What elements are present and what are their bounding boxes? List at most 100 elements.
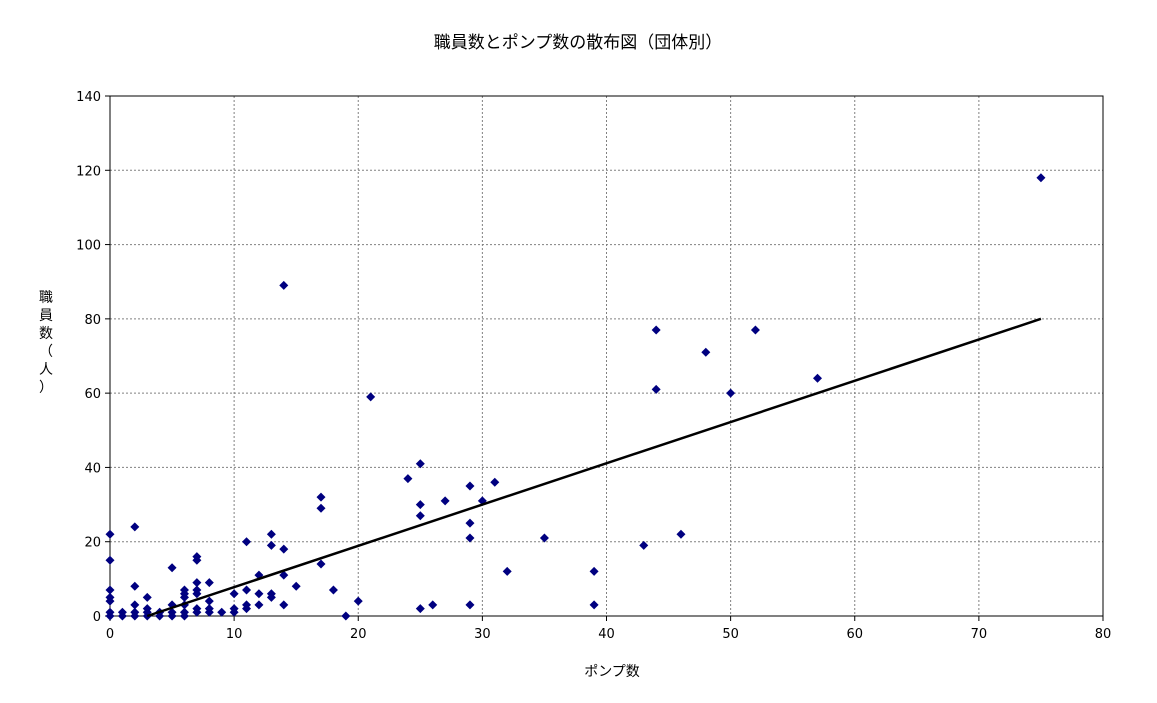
data-point xyxy=(316,503,326,513)
data-point xyxy=(279,600,289,610)
data-point xyxy=(204,578,214,588)
x-axis-ticks: 0 10 20 30 40 50 60 70 80 xyxy=(106,616,1111,642)
data-point xyxy=(105,607,115,617)
y-axis-label-char: （ xyxy=(39,344,53,360)
data-point xyxy=(415,511,425,521)
data-point xyxy=(242,537,252,547)
data-point xyxy=(415,604,425,614)
data-point xyxy=(701,347,711,357)
y-tick-label: 140 xyxy=(76,90,101,105)
x-tick-label: 80 xyxy=(1095,627,1112,642)
data-point xyxy=(117,607,127,617)
y-axis-label-char: ） xyxy=(39,380,53,396)
x-tick-label: 0 xyxy=(106,627,114,642)
data-point xyxy=(651,384,661,394)
data-point xyxy=(130,522,140,532)
data-point xyxy=(465,600,475,610)
data-point xyxy=(465,533,475,543)
y-axis-label-char: 人 xyxy=(39,362,53,378)
x-tick-label: 20 xyxy=(350,627,367,642)
trendline xyxy=(146,317,1042,618)
data-point xyxy=(502,566,512,576)
y-axis-label-char: 員 xyxy=(39,308,53,324)
data-point xyxy=(1036,173,1046,183)
gridlines xyxy=(110,96,1103,616)
data-point xyxy=(229,604,239,614)
data-point xyxy=(229,589,239,599)
data-point xyxy=(130,607,140,617)
data-point xyxy=(291,581,301,591)
data-point xyxy=(242,600,252,610)
data-point xyxy=(242,585,252,595)
data-point xyxy=(266,589,276,599)
data-point xyxy=(316,492,326,502)
data-point xyxy=(465,481,475,491)
data-point xyxy=(589,600,599,610)
data-point xyxy=(105,529,115,539)
y-tick-label: 60 xyxy=(84,387,101,402)
data-point xyxy=(254,589,264,599)
data-point xyxy=(440,496,450,506)
x-tick-label: 10 xyxy=(226,627,243,642)
data-point xyxy=(676,529,686,539)
y-tick-label: 40 xyxy=(84,461,101,476)
data-point xyxy=(204,596,214,606)
data-point xyxy=(105,555,115,565)
data-point xyxy=(204,604,214,614)
data-point xyxy=(279,570,289,580)
data-point xyxy=(192,552,202,562)
data-point xyxy=(316,559,326,569)
y-axis-ticks: 0 20 40 60 80 100 120 140 xyxy=(76,90,110,625)
data-point xyxy=(726,388,736,398)
trendline-group xyxy=(146,317,1042,618)
data-point xyxy=(328,585,338,595)
data-points xyxy=(105,173,1046,621)
y-axis-label: 職員数 （ 人 ） xyxy=(39,290,53,396)
data-point xyxy=(539,533,549,543)
data-point xyxy=(142,604,152,614)
x-tick-label: 60 xyxy=(846,627,863,642)
data-point xyxy=(192,585,202,595)
data-point xyxy=(750,325,760,335)
data-point xyxy=(415,500,425,510)
data-point xyxy=(813,373,823,383)
y-tick-label: 80 xyxy=(84,313,101,328)
chart-title: 職員数とポンプ数の散布図（団体別） xyxy=(434,33,723,53)
data-point xyxy=(415,459,425,469)
data-point xyxy=(105,592,115,602)
data-point xyxy=(353,596,363,606)
data-point xyxy=(266,540,276,550)
data-point xyxy=(179,585,189,595)
data-point xyxy=(266,529,276,539)
data-point xyxy=(403,474,413,484)
data-point xyxy=(490,477,500,487)
y-axis-label-char: 職 xyxy=(39,290,53,306)
data-point xyxy=(192,604,202,614)
data-point xyxy=(428,600,438,610)
data-point xyxy=(465,518,475,528)
data-point xyxy=(589,566,599,576)
data-point xyxy=(651,325,661,335)
data-point xyxy=(142,592,152,602)
x-tick-label: 70 xyxy=(971,627,988,642)
data-point xyxy=(279,544,289,554)
x-tick-label: 30 xyxy=(474,627,491,642)
data-point xyxy=(279,280,289,290)
data-point xyxy=(167,563,177,573)
data-point xyxy=(130,581,140,591)
data-point xyxy=(167,607,177,617)
y-tick-label: 100 xyxy=(76,239,101,254)
data-point xyxy=(254,600,264,610)
data-point xyxy=(639,540,649,550)
data-point xyxy=(366,392,376,402)
y-tick-label: 0 xyxy=(93,610,101,625)
data-point xyxy=(192,578,202,588)
y-axis-label-char: 数 xyxy=(39,326,53,342)
x-tick-label: 50 xyxy=(722,627,739,642)
data-point xyxy=(217,607,227,617)
x-tick-label: 40 xyxy=(598,627,615,642)
data-point xyxy=(341,611,351,621)
y-tick-label: 20 xyxy=(84,536,101,551)
data-point xyxy=(179,607,189,617)
